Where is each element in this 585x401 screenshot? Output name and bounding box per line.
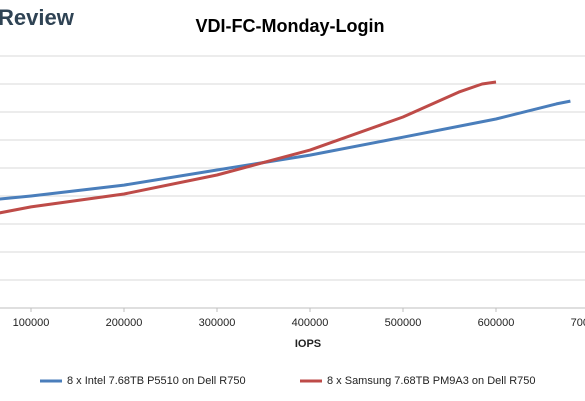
x-tick-label: 200000: [106, 317, 143, 329]
x-tick-label: 700000: [571, 317, 585, 329]
data-line: [0, 99, 571, 201]
x-tick-label: 100000: [13, 317, 50, 329]
x-tick-label: 400000: [292, 317, 329, 329]
legend-label: 8 x Samsung 7.68TB PM9A3 on Dell R750: [327, 375, 536, 387]
brand-logo: Review: [0, 5, 75, 30]
x-tick-label: 500000: [385, 317, 422, 329]
x-tick-label: 300000: [199, 317, 236, 329]
legend-label: 8 x Intel 7.68TB P5510 on Dell R750: [67, 375, 246, 387]
x-axis-title: IOPS: [295, 338, 321, 350]
data-line: [0, 80, 497, 215]
x-tick-label: 600000: [478, 317, 515, 329]
chart-title: VDI-FC-Monday-Login: [196, 16, 385, 36]
